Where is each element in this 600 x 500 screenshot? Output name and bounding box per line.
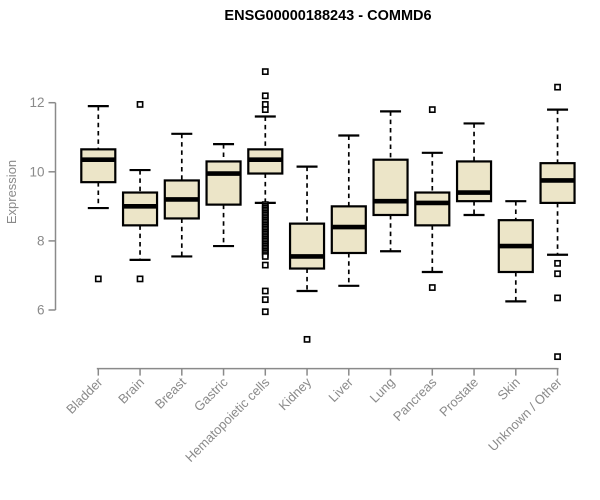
outlier-hematopoietic-cells	[261, 287, 269, 295]
outlier-brain	[136, 101, 144, 108]
outlier-kidney	[303, 335, 311, 343]
outlier-unknown-other	[554, 83, 561, 91]
x-axis-label-prostate: Prostate	[436, 375, 481, 420]
outlier-pancreas	[428, 106, 436, 114]
box-pancreas	[414, 191, 451, 227]
outlier-unknown-other	[554, 353, 561, 361]
outlier-unknown-other	[554, 294, 561, 302]
box-prostate	[455, 160, 493, 203]
x-axis-label-brain: Brain	[115, 375, 147, 407]
outlier-brain	[136, 275, 144, 283]
outlier-bladder	[94, 275, 102, 283]
outlier-hematopoietic-cells	[261, 68, 269, 76]
box-brain	[121, 191, 159, 227]
y-axis-tick-label: 8	[37, 233, 45, 248]
outlier-unknown-other	[554, 270, 561, 278]
outlier-hematopoietic-cells	[261, 253, 269, 260]
x-axis-label-bladder: Bladder	[63, 374, 106, 417]
outlier-hematopoietic-cells	[261, 296, 269, 304]
y-axis-tick-label: 10	[29, 164, 44, 179]
box-bladder	[80, 148, 117, 184]
x-axis-label-lung: Lung	[367, 375, 398, 406]
y-axis-tick-label: 6	[37, 303, 45, 318]
x-axis-label-pancreas: Pancreas	[390, 374, 440, 424]
box-gastric	[205, 160, 242, 206]
outlier-hematopoietic-cells	[261, 261, 269, 269]
chart-title: ENSG00000188243 - COMMD6	[224, 8, 432, 24]
x-axis-label-skin: Skin	[494, 375, 522, 403]
outlier-hematopoietic-cells	[261, 92, 269, 100]
box-unknown-other	[539, 162, 576, 204]
box-liver	[330, 205, 367, 255]
x-axis-label-unknown-other: Unknown / Other	[485, 374, 565, 454]
outlier-hematopoietic-cells	[261, 308, 269, 316]
y-axis-label: Expression	[4, 160, 19, 224]
y-axis-tick-label: 12	[29, 95, 44, 110]
outlier-unknown-other	[554, 259, 561, 267]
x-axis-label-gastric: Gastric	[191, 374, 231, 414]
outlier-hematopoietic-cells	[261, 106, 269, 114]
outlier-pancreas	[428, 284, 436, 291]
x-axis-label-kidney: Kidney	[275, 374, 314, 413]
box-kidney	[288, 222, 326, 270]
box-lung	[372, 158, 409, 217]
x-axis-label-liver: Liver	[325, 374, 356, 405]
x-axis-label-breast: Breast	[152, 374, 189, 411]
